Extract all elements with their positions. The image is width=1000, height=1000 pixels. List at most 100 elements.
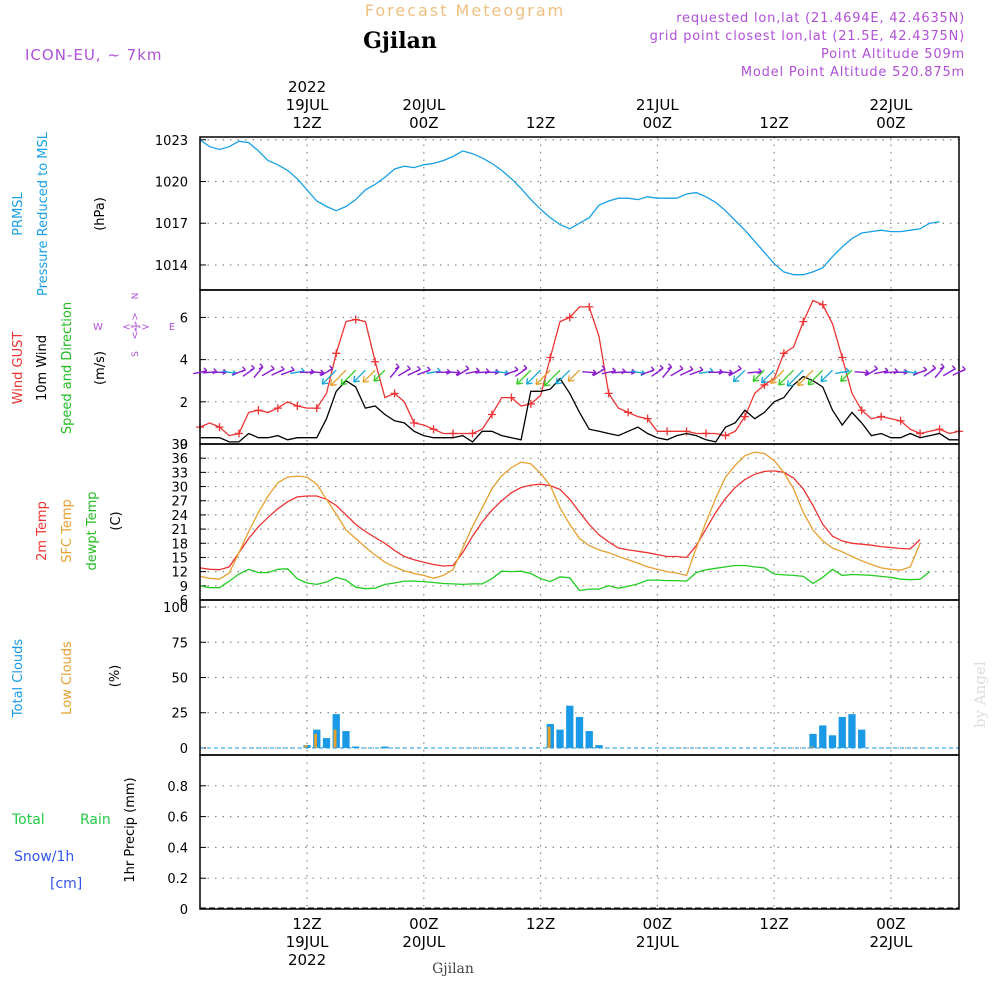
- wind-tick-label: 2: [180, 396, 188, 411]
- wind-arrow: [718, 370, 733, 374]
- temperature-tick-label: 6: [180, 594, 188, 609]
- precip-frame: [199, 754, 960, 910]
- wind-arrow: [516, 369, 532, 385]
- point-altitude: Point Altitude 509m: [821, 47, 965, 62]
- wind-gust-marker: [702, 429, 710, 438]
- precip-panel-labels: Total Rain Snow/1h [cm] 1hr Precip (mm): [11, 777, 138, 892]
- speed-dir-label: Speed and Direction: [60, 302, 75, 434]
- wind-arrowhead: [820, 375, 828, 383]
- wind-arrow: [786, 369, 804, 387]
- wind-arrowhead: [844, 367, 850, 374]
- dewpt-label: dewpt Temp: [85, 491, 100, 570]
- wind-arrow: [662, 366, 673, 379]
- requested-coords: requested lon,lat (21.4694E, 42.4635N): [676, 11, 965, 26]
- precip-tick-label: 0.4: [167, 841, 188, 856]
- wind-arrowhead: [591, 369, 597, 376]
- wind-arrow: [840, 369, 853, 382]
- wind-arrow: [752, 369, 765, 382]
- wind-gust-marker: [468, 429, 477, 438]
- clouds-tick-label: 25: [171, 707, 188, 722]
- location-title: Gjilan: [363, 28, 437, 54]
- wind-arrow: [778, 369, 795, 386]
- wind-arrowhead: [258, 363, 264, 370]
- wind-arrowhead: [269, 365, 275, 372]
- wind-arrowhead: [807, 378, 815, 386]
- wind-arrow: [253, 366, 264, 379]
- wind-gust-label: Wind GUST: [11, 332, 26, 405]
- compass-rose: N <-|-> S W <-|-> E: [93, 293, 175, 357]
- rain-label-rain: Rain: [80, 812, 111, 828]
- temperature-tick-label: 24: [171, 509, 188, 524]
- temperature-series-2m-temp: [199, 470, 921, 571]
- snow-unit-label: [cm]: [50, 876, 82, 892]
- wind-gust-marker: [935, 425, 944, 434]
- wind-gust-marker: [312, 404, 321, 413]
- bottom-time-axis-label: 22JUL: [869, 933, 912, 951]
- wind-arrowhead: [698, 366, 704, 373]
- compass-arrow-horizontal: <-|->: [122, 322, 149, 333]
- wind-arrowhead: [241, 366, 246, 373]
- bottom-time-axis-label: 12Z: [526, 915, 555, 933]
- temperature-tick-label: 15: [171, 551, 188, 566]
- wind-gust-marker: [293, 402, 302, 411]
- wind-gust-marker: [624, 408, 633, 417]
- model-name: ICON-EU, ~ 7km: [25, 46, 163, 64]
- pressure-panel-labels: PRMSL Pressure Reduced to MSL (hPa): [11, 131, 108, 296]
- wind-arrow: [555, 369, 571, 385]
- top-time-axis-label: 00Z: [409, 114, 438, 132]
- wind-gust-marker: [351, 315, 360, 324]
- temperature-series-dewpt-temp: [199, 564, 931, 592]
- clouds-tick-label: 75: [171, 636, 188, 651]
- wind-arrowhead: [786, 380, 794, 387]
- bottom-time-axis-label: 12Z: [759, 915, 788, 933]
- total-clouds-bar: [556, 729, 564, 748]
- forecast-title: Forecast Meteogram: [365, 1, 565, 20]
- wind-arrowhead: [736, 365, 742, 372]
- wind-arrowhead: [840, 375, 847, 383]
- wind-arrowhead: [543, 379, 551, 387]
- wind-gust-marker: [332, 349, 341, 358]
- wind-arrowhead: [426, 366, 431, 373]
- compass-north: N: [131, 293, 141, 300]
- total-clouds-bar: [575, 716, 584, 748]
- clouds-tick-label: 50: [171, 672, 188, 687]
- wind-arrow: [330, 369, 347, 387]
- top-time-axis-label: 00Z: [876, 114, 905, 132]
- bottom-time-axis-label: 00Z: [643, 915, 672, 933]
- compass-west: W: [93, 322, 103, 333]
- pressure-tick-label: 1017: [155, 217, 188, 232]
- grid-point-coords: grid point closest lon,lat (21.5E, 42.43…: [650, 29, 965, 44]
- t2m-label: 2m Temp: [35, 501, 50, 561]
- wind-gust-marker: [254, 406, 263, 415]
- wind-arrowhead: [406, 365, 411, 372]
- total-clouds-bar: [858, 729, 866, 748]
- wind-arrowhead: [522, 364, 528, 371]
- wind-arrowhead: [289, 366, 295, 373]
- precip-panel: 0 0.2 0.4 0.6 0.8: [167, 754, 960, 918]
- top-time-axis-label: 12Z: [526, 114, 555, 132]
- wind-arrow: [526, 369, 542, 385]
- wind-gust-marker: [740, 412, 749, 421]
- wind-arrowhead: [567, 375, 575, 383]
- temperature-tick-label: 30: [171, 481, 188, 496]
- wind-gust-marker: [877, 412, 886, 421]
- wind-arrowhead: [649, 366, 655, 373]
- temperature-tick-label: 12: [171, 566, 188, 581]
- wind-arrowhead: [535, 378, 543, 386]
- low-clouds-bar: [547, 726, 551, 748]
- total-clouds-bar: [809, 733, 817, 748]
- temperature-tick-label: 39: [171, 438, 188, 453]
- sfc-label: SFC Temp: [60, 499, 75, 563]
- wind-gust-marker: [896, 416, 905, 425]
- wind-gust-marker: [799, 317, 808, 326]
- wind-arrowhead: [340, 378, 348, 386]
- wind-arrowhead: [961, 365, 966, 372]
- wind-arrow: [807, 369, 824, 386]
- temperature-tick-label: 27: [171, 495, 188, 510]
- compass-arrow-line: <-|->: [130, 312, 141, 339]
- wind-arrowhead: [760, 376, 768, 384]
- footer-location: Gjilan: [432, 961, 474, 977]
- wind-gust-marker: [487, 410, 496, 419]
